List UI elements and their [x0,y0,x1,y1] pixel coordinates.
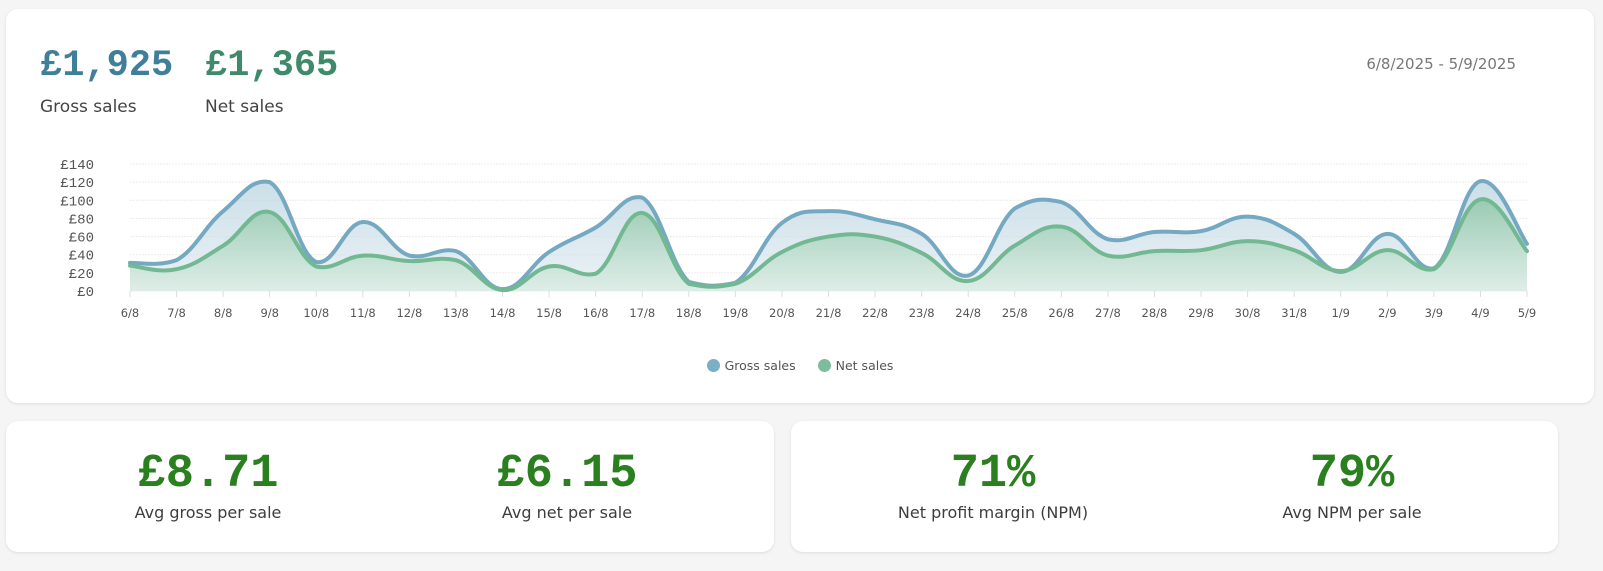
legend-label: Net sales [835,358,894,373]
date-range[interactable]: 6/8/2025 - 5/9/2025 [1366,55,1516,73]
sales-chart-card: £1,925 Gross sales £1,365 Net sales 6/8/… [6,9,1594,403]
x-axis: 6/8 7/8 8/8 9/8 10/8 11/8 12/8 13/8 14/8 15/8 16/8… [121,291,1537,320]
svg-text:28/8: 28/8 [1142,306,1168,320]
avg-gross-per-sale-label: Avg gross per sale [134,503,282,522]
svg-text:£120: £120 [60,176,94,192]
svg-text:16/8: 16/8 [583,306,609,320]
net-profit-margin-stat: 71% Net profit margin (NPM) [843,448,1143,523]
avg-npm-per-sale-stat: 79% Avg NPM per sale [1202,448,1502,523]
svg-text:10/8: 10/8 [303,306,329,320]
avg-net-per-sale-label: Avg net per sale [501,503,633,522]
svg-text:30/8: 30/8 [1235,306,1261,320]
legend-label: Gross sales [724,358,796,373]
svg-text:20/8: 20/8 [769,306,795,320]
svg-text:£140: £140 [60,158,94,174]
svg-text:£20: £20 [69,267,94,283]
profit-margin-card: 71% Net profit margin (NPM) 79% Avg NPM … [791,421,1558,552]
svg-text:1/9: 1/9 [1331,306,1350,320]
svg-text:22/8: 22/8 [862,306,888,320]
legend-item-gross-sales[interactable]: Gross sales [706,358,796,373]
svg-text:19/8: 19/8 [722,306,748,320]
avg-net-per-sale-value: £6.15 [496,448,638,501]
svg-text:25/8: 25/8 [1002,306,1028,320]
gross-sales-line[interactable] [128,179,1529,292]
svg-text:2/9: 2/9 [1378,306,1397,320]
svg-text:7/8: 7/8 [167,306,186,320]
per-sale-averages-card: £8.71 Avg gross per sale £6.15 Avg net p… [6,421,774,552]
svg-text:26/8: 26/8 [1048,306,1074,320]
net-profit-margin-label: Net profit margin (NPM) [897,503,1089,522]
svg-text:4/9: 4/9 [1471,306,1490,320]
avg-gross-per-sale-stat: £8.71 Avg gross per sale [58,448,358,523]
gross-sales-total: £1,925 [40,45,174,87]
avg-gross-per-sale-value: £8.71 [137,448,279,501]
svg-text:8/8: 8/8 [214,306,233,320]
svg-text:£100: £100 [60,194,94,210]
net-sales-total: £1,365 [205,45,339,87]
svg-text:14/8: 14/8 [490,306,516,320]
net-sales-label: Net sales [205,97,284,117]
gross-sales-label: Gross sales [40,97,137,117]
chart-series [128,179,1529,293]
svg-text:29/8: 29/8 [1188,306,1214,320]
avg-npm-per-sale-label: Avg NPM per sale [1282,503,1422,522]
net-sales-line[interactable] [128,197,1529,293]
svg-text:15/8: 15/8 [536,306,562,320]
chart-legend: Gross sales Net sales [6,358,1594,373]
net-sales-area [130,199,1527,291]
svg-text:£80: £80 [69,212,94,228]
y-axis: £0 £20 £40 £60 £80 £100 £120 £140 [60,158,94,301]
net-sales-dot-icon [817,359,831,372]
svg-text:£0: £0 [77,285,94,301]
svg-text:£60: £60 [69,231,94,247]
svg-text:12/8: 12/8 [396,306,422,320]
sales-area-chart[interactable]: £0 £20 £40 £60 £80 £100 £120 £140 6/8 7/8 8/8 9/8 1… [6,9,1594,349]
net-profit-margin-value: 71% [950,448,1036,501]
svg-text:24/8: 24/8 [955,306,981,320]
svg-text:17/8: 17/8 [629,306,655,320]
svg-text:11/8: 11/8 [350,306,376,320]
svg-text:£40: £40 [69,249,94,265]
svg-text:13/8: 13/8 [443,306,469,320]
svg-text:21/8: 21/8 [816,306,842,320]
avg-net-per-sale-stat: £6.15 Avg net per sale [417,448,717,523]
legend-item-net-sales[interactable]: Net sales [817,358,894,373]
svg-text:9/8: 9/8 [260,306,279,320]
svg-text:27/8: 27/8 [1095,306,1121,320]
avg-npm-per-sale-value: 79% [1309,448,1395,501]
svg-text:31/8: 31/8 [1281,306,1307,320]
svg-text:6/8: 6/8 [121,306,140,320]
svg-text:5/9: 5/9 [1518,306,1537,320]
svg-text:23/8: 23/8 [909,306,935,320]
svg-text:3/9: 3/9 [1425,306,1444,320]
gross-sales-dot-icon [706,359,720,372]
svg-text:18/8: 18/8 [676,306,702,320]
